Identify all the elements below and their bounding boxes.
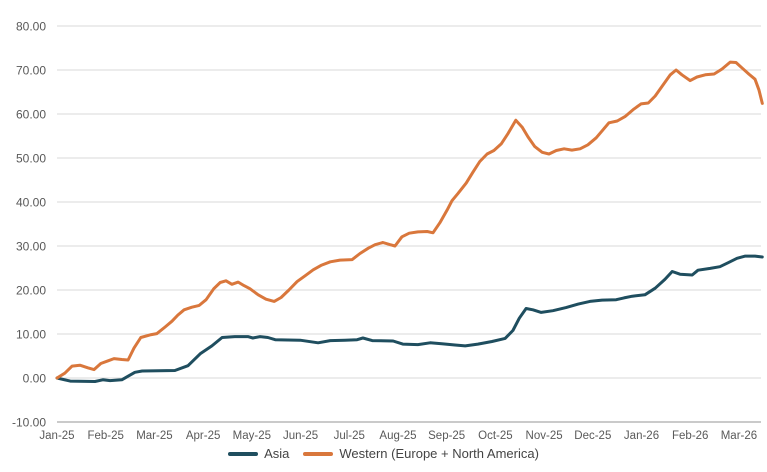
legend-item-western: Western (Europe + North America) xyxy=(303,446,539,461)
y-tick-label: 10.00 xyxy=(16,328,46,342)
x-tick-label: Jan-26 xyxy=(624,430,659,442)
x-axis-labels: Jan-25 Feb-25 Mar-25 Apr-25 May-25 Jun-25 Jul-… xyxy=(39,430,757,442)
y-axis-labels: 80.00 70.00 60.00 50.00 40.00 30.00 20.00 10.00… xyxy=(12,20,46,430)
x-tick-label: Feb-26 xyxy=(672,430,708,442)
legend-label-asia: Asia xyxy=(264,446,290,461)
y-tick-label: -10.00 xyxy=(12,416,46,430)
x-tick-label: Dec-25 xyxy=(574,430,611,442)
asia-line-swatch-icon xyxy=(228,451,259,456)
chart-legend: Asia Western (Europe + North America) xyxy=(0,446,767,461)
series-lines xyxy=(55,60,764,383)
y-tick-label: 60.00 xyxy=(16,108,46,122)
legend-item-asia: Asia xyxy=(228,446,289,461)
western-line-swatch-icon xyxy=(303,451,334,456)
x-tick-label: Apr-25 xyxy=(186,430,221,442)
y-tick-label: 30.00 xyxy=(16,240,46,254)
y-tick-label: 50.00 xyxy=(16,152,46,166)
y-tick-label: 70.00 xyxy=(16,64,46,78)
x-tick-label: Aug-25 xyxy=(379,430,416,442)
legend-label-western: Western (Europe + North America) xyxy=(339,446,539,461)
x-tick-label: Jul-25 xyxy=(334,430,365,442)
x-tick-label: May-25 xyxy=(233,430,271,442)
y-tick-label: 20.00 xyxy=(16,284,46,298)
gridlines xyxy=(57,25,761,379)
x-tick-label: Nov-25 xyxy=(526,430,563,442)
y-tick-label: 80.00 xyxy=(16,20,46,34)
x-tick-label: Jun-25 xyxy=(283,430,318,442)
x-tick-label: Oct-25 xyxy=(478,430,513,442)
x-tick-label: Feb-25 xyxy=(87,430,123,442)
series-line-western xyxy=(55,60,764,380)
x-tick-label: Mar-26 xyxy=(721,430,757,442)
series-line-asia xyxy=(55,254,764,383)
x-tick-label: Jan-25 xyxy=(39,430,74,442)
y-tick-label: 40.00 xyxy=(16,196,46,210)
x-tick-label: Sep-25 xyxy=(428,430,465,442)
x-tick-label: Mar-25 xyxy=(136,430,172,442)
y-tick-label: 0.00 xyxy=(23,372,47,386)
